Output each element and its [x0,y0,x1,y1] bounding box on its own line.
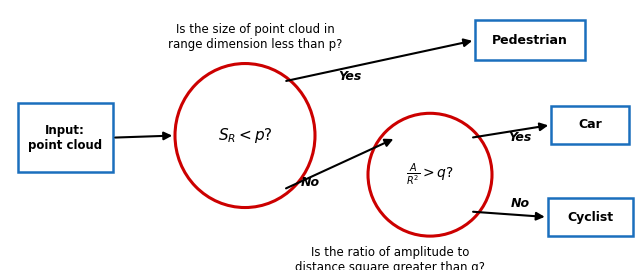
Text: Car: Car [578,119,602,131]
Text: $\frac{A}{R^2} > q?$: $\frac{A}{R^2} > q?$ [406,162,454,188]
Text: No: No [300,176,319,189]
FancyBboxPatch shape [475,20,585,60]
Text: Yes: Yes [339,70,362,83]
Text: Cyclist: Cyclist [567,211,613,224]
Text: Input:
point cloud: Input: point cloud [28,124,102,152]
Ellipse shape [175,63,315,208]
FancyBboxPatch shape [547,198,632,236]
Text: Yes: Yes [508,131,532,144]
Text: Is the ratio of amplitude to
distance square greater than q?: Is the ratio of amplitude to distance sq… [295,246,485,270]
Text: No: No [511,197,529,210]
Text: Is the size of point cloud in
range dimension less than p?: Is the size of point cloud in range dime… [168,23,342,51]
Text: Pedestrian: Pedestrian [492,34,568,47]
FancyBboxPatch shape [551,106,629,144]
FancyBboxPatch shape [17,103,113,172]
Ellipse shape [368,113,492,236]
Text: $S_R < p?$: $S_R < p?$ [218,126,273,145]
